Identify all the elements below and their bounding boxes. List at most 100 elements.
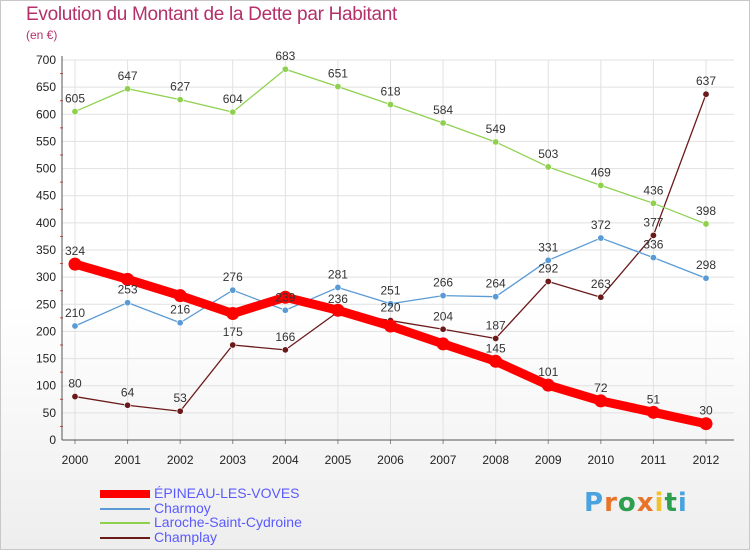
data-point (492, 293, 500, 301)
x-tick-label: 2012 (693, 453, 720, 467)
data-label: 64 (121, 385, 135, 399)
data-point (71, 322, 79, 330)
data-point (649, 231, 657, 239)
data-point (176, 96, 184, 104)
data-point (544, 256, 552, 264)
data-label: 651 (328, 67, 348, 81)
data-label: 372 (591, 218, 611, 232)
data-label: 264 (486, 277, 506, 291)
data-label: 216 (170, 303, 190, 317)
data-point (541, 378, 555, 392)
data-label: 253 (118, 283, 138, 297)
data-label: 53 (173, 391, 187, 405)
logo-letter: r (604, 488, 618, 518)
legend-swatch (100, 536, 150, 539)
y-tick-label: 550 (36, 134, 56, 148)
data-label: 175 (223, 325, 243, 339)
legend-label: Laroche-Saint-Cydroine (154, 514, 302, 530)
data-label: 292 (538, 261, 558, 275)
data-point (384, 319, 397, 333)
y-tick-label: 700 (36, 53, 56, 67)
y-tick-label: 0 (49, 433, 56, 447)
data-point (702, 274, 710, 282)
data-label: 220 (380, 301, 400, 315)
data-label: 51 (647, 392, 661, 406)
y-tick-label: 150 (36, 352, 56, 366)
data-point (597, 234, 605, 242)
data-label: 604 (223, 92, 243, 106)
data-point (331, 303, 345, 317)
x-tick-label: 2010 (587, 453, 614, 467)
data-label: 647 (118, 69, 138, 83)
logo-letter: x (636, 488, 655, 518)
data-point (176, 407, 184, 415)
legend-label: ÉPINEAU-LES-VOVES (154, 485, 300, 501)
data-point (492, 138, 500, 146)
y-tick-label: 450 (36, 189, 56, 203)
data-point (281, 306, 289, 314)
data-label: 503 (538, 147, 558, 161)
legend-label: Charmoy (154, 499, 211, 516)
data-point (334, 283, 342, 291)
data-label: 331 (538, 240, 558, 254)
y-tick-label: 250 (36, 297, 56, 311)
chart-unit: (en €) (26, 28, 58, 42)
data-point (124, 401, 132, 409)
data-point (492, 334, 500, 342)
data-point (173, 289, 187, 303)
data-label: 469 (591, 165, 611, 179)
data-point (124, 299, 132, 307)
data-point (124, 85, 132, 93)
data-point (278, 290, 292, 304)
y-tick-label: 500 (36, 162, 56, 176)
data-point (121, 272, 135, 286)
legend-swatch (100, 507, 150, 510)
data-point (71, 108, 79, 116)
data-point (229, 286, 237, 294)
data-label: 276 (223, 270, 243, 284)
data-point (594, 394, 608, 408)
data-label: 637 (696, 74, 716, 88)
data-label: 187 (486, 318, 506, 332)
data-label: 239 (275, 290, 295, 304)
data-label: 166 (275, 330, 295, 344)
data-label: 618 (380, 85, 400, 99)
data-label: 377 (643, 215, 663, 229)
logo-letter: i (654, 488, 665, 518)
data-point (439, 119, 447, 127)
data-label: 30 (699, 404, 713, 418)
data-point (439, 292, 447, 300)
data-point (229, 341, 237, 349)
x-tick-label: 2007 (430, 453, 457, 467)
proxiti-logo: Proxiti (584, 488, 688, 518)
data-label: 204 (433, 309, 453, 323)
data-point (386, 300, 394, 308)
data-label: 398 (696, 204, 716, 218)
data-point (436, 337, 450, 351)
data-label: 584 (433, 103, 453, 117)
x-tick-label: 2003 (219, 453, 246, 467)
data-label: 298 (696, 258, 716, 272)
data-point (334, 83, 342, 91)
data-label: 683 (275, 49, 295, 63)
data-point (68, 257, 82, 271)
data-label: 436 (643, 183, 663, 197)
data-point (544, 163, 552, 171)
y-tick-label: 200 (36, 324, 56, 338)
data-point (649, 199, 657, 207)
data-label: 324 (65, 244, 85, 258)
data-label: 101 (538, 365, 558, 379)
data-point (386, 101, 394, 109)
data-point (71, 393, 79, 401)
data-point (489, 354, 503, 368)
x-tick-label: 2011 (641, 453, 667, 467)
data-point (226, 307, 240, 321)
data-label: 251 (380, 284, 400, 298)
data-label: 336 (643, 238, 663, 252)
data-label: 145 (486, 341, 506, 355)
logo-letter: i (677, 488, 688, 518)
chart-title: Evolution du Montant de la Dette par Hab… (26, 4, 397, 25)
y-tick-label: 650 (36, 80, 56, 94)
data-point (646, 405, 660, 419)
